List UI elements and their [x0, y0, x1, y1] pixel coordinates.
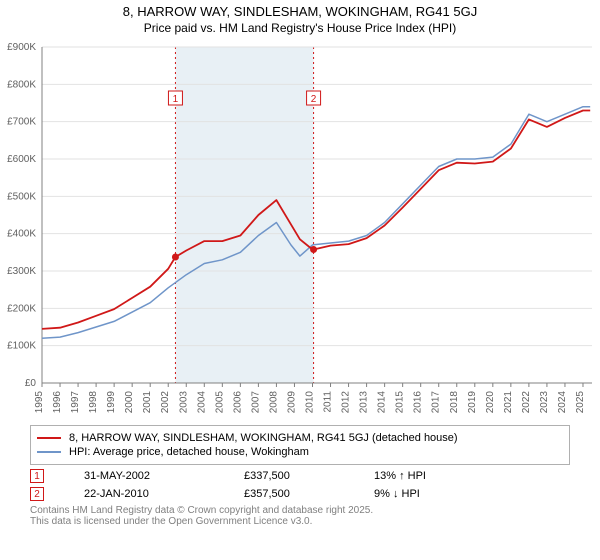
svg-text:£300K: £300K	[7, 266, 36, 277]
legend-row-property: 8, HARROW WAY, SINDLESHAM, WOKINGHAM, RG…	[37, 432, 563, 444]
chart-svg: £0 £100K £200K £300K £400K £500K £600K £700K £80…	[0, 39, 600, 419]
legend-label-hpi: HPI: Average price, detached house, Woki…	[69, 446, 309, 458]
svg-text:£400K: £400K	[7, 229, 36, 240]
svg-text:1998: 1998	[88, 391, 99, 414]
svg-text:2005: 2005	[214, 391, 225, 414]
marker-badge-1: 1	[30, 469, 44, 483]
svg-text:2016: 2016	[413, 391, 424, 414]
svg-text:2023: 2023	[539, 391, 550, 414]
svg-text:£0: £0	[25, 378, 37, 389]
svg-text:2014: 2014	[377, 391, 388, 414]
svg-text:2001: 2001	[142, 391, 153, 414]
chart-area: £0 £100K £200K £300K £400K £500K £600K £700K £80…	[0, 39, 600, 419]
marker-num-2: 2	[34, 489, 40, 500]
svg-text:2012: 2012	[341, 391, 352, 414]
svg-text:1: 1	[173, 94, 179, 105]
chart-title-line2: Price paid vs. HM Land Registry's House …	[0, 19, 600, 39]
svg-text:2013: 2013	[359, 391, 370, 414]
svg-text:2007: 2007	[250, 391, 261, 414]
svg-text:2017: 2017	[431, 391, 442, 414]
svg-text:2021: 2021	[503, 391, 514, 414]
legend-row-hpi: HPI: Average price, detached house, Woki…	[37, 446, 563, 458]
svg-text:2002: 2002	[160, 391, 171, 414]
svg-text:2019: 2019	[467, 391, 478, 414]
marker-row-2: 2 22-JAN-2010 £357,500 9% ↓ HPI	[30, 487, 570, 501]
svg-text:2011: 2011	[323, 391, 334, 413]
marker-num-1: 1	[34, 471, 40, 482]
svg-text:2015: 2015	[395, 391, 406, 414]
legend-swatch-property	[37, 437, 61, 439]
svg-text:£900K: £900K	[7, 42, 36, 53]
footer: Contains HM Land Registry data © Crown c…	[30, 505, 570, 527]
marker-pct-1: 13% ↑ HPI	[374, 470, 426, 482]
svg-text:£500K: £500K	[7, 191, 36, 202]
marker-date-1: 31-MAY-2002	[84, 470, 204, 482]
svg-text:£800K: £800K	[7, 79, 36, 90]
svg-text:£600K: £600K	[7, 154, 36, 165]
svg-text:1996: 1996	[52, 391, 63, 414]
svg-text:£100K: £100K	[7, 341, 36, 352]
svg-text:2025: 2025	[575, 391, 586, 414]
marker-pct-2: 9% ↓ HPI	[374, 488, 420, 500]
marker-price-2: £357,500	[244, 488, 334, 500]
svg-text:£200K: £200K	[7, 303, 36, 314]
marker-price-1: £337,500	[244, 470, 334, 482]
svg-text:1999: 1999	[106, 391, 117, 414]
marker-table: 1 31-MAY-2002 £337,500 13% ↑ HPI 2 22-JA…	[30, 469, 570, 501]
svg-text:2008: 2008	[268, 391, 279, 414]
svg-text:2004: 2004	[196, 391, 207, 414]
svg-text:2024: 2024	[557, 391, 568, 414]
svg-text:2000: 2000	[124, 391, 135, 414]
svg-text:2018: 2018	[449, 391, 460, 414]
svg-text:£700K: £700K	[7, 117, 36, 128]
footer-line1: Contains HM Land Registry data © Crown c…	[30, 505, 570, 516]
svg-text:2: 2	[311, 94, 317, 105]
svg-text:2009: 2009	[286, 391, 297, 414]
footer-line2: This data is licensed under the Open Gov…	[30, 516, 570, 527]
legend-swatch-hpi	[37, 451, 61, 453]
svg-text:1997: 1997	[70, 391, 81, 414]
svg-text:1995: 1995	[34, 391, 45, 414]
svg-text:2003: 2003	[178, 391, 189, 414]
svg-text:2006: 2006	[232, 391, 243, 414]
legend-label-property: 8, HARROW WAY, SINDLESHAM, WOKINGHAM, RG…	[69, 432, 458, 444]
marker-badge-2: 2	[30, 487, 44, 501]
legend-box: 8, HARROW WAY, SINDLESHAM, WOKINGHAM, RG…	[30, 425, 570, 465]
marker-date-2: 22-JAN-2010	[84, 488, 204, 500]
svg-text:2020: 2020	[485, 391, 496, 414]
svg-text:2022: 2022	[521, 391, 532, 414]
marker-row-1: 1 31-MAY-2002 £337,500 13% ↑ HPI	[30, 469, 570, 483]
chart-title-line1: 8, HARROW WAY, SINDLESHAM, WOKINGHAM, RG…	[0, 0, 600, 19]
svg-text:2010: 2010	[304, 391, 315, 414]
